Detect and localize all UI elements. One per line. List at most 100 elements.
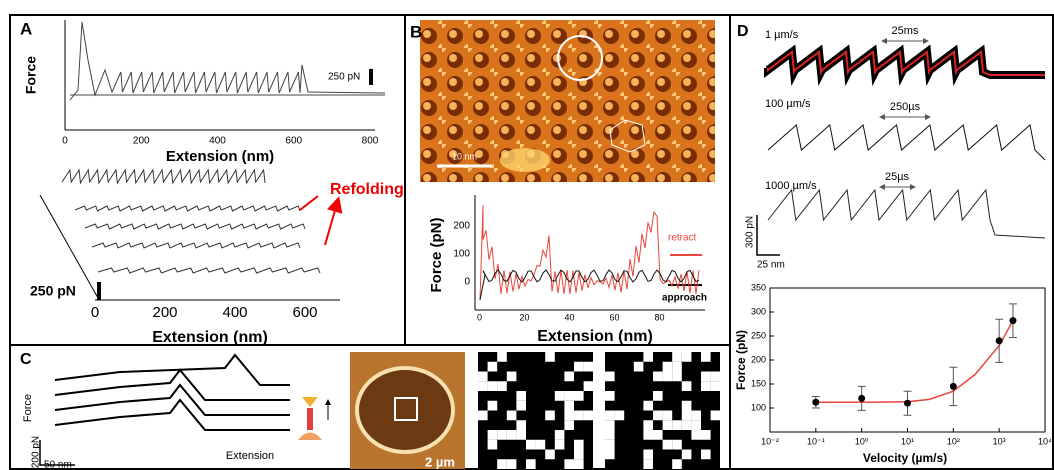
trace (92, 243, 300, 248)
scale-bar (97, 282, 101, 300)
pixel (663, 420, 673, 430)
pixel (653, 372, 663, 382)
pixel (478, 411, 488, 421)
pixel (691, 420, 701, 430)
pixel (545, 352, 555, 362)
panel-label: A (20, 19, 32, 38)
point (812, 399, 819, 406)
pixel (507, 411, 517, 421)
x-tick-label: 40 (564, 312, 574, 322)
pixel (507, 430, 517, 440)
y-tick-label: 100 (453, 249, 470, 260)
panel-label: B (410, 22, 422, 41)
pixel (564, 420, 574, 430)
pixel (574, 391, 584, 401)
page: A Force Extension (nm) 250 pN Refolding … (0, 0, 1054, 470)
pixel (653, 430, 663, 440)
pixel (574, 362, 584, 372)
time-label: 25µs (885, 171, 910, 183)
pixel (564, 372, 574, 382)
x-tick-label: 10⁰ (855, 436, 869, 446)
pixel (507, 372, 517, 382)
pixel (507, 459, 517, 469)
pixel (615, 411, 625, 421)
pixel (488, 362, 498, 372)
scale-bar-label: 10 nm (452, 151, 477, 161)
pixel (526, 440, 536, 450)
x-tick-label: 80 (654, 312, 664, 322)
pixel (605, 430, 615, 440)
panel-label: D (737, 23, 749, 40)
trace (75, 206, 300, 211)
trace (768, 125, 1045, 160)
pixel (663, 440, 673, 450)
trace-label: 1 µm/s (765, 29, 799, 41)
pixel (584, 411, 594, 421)
x-tick-label: 10² (947, 436, 960, 446)
pixel (701, 381, 711, 391)
y-label: Force (pN) (734, 330, 748, 390)
pixel (682, 352, 692, 362)
fit-line (816, 321, 1013, 403)
pixel (564, 401, 574, 411)
x-tick-label: 0 (477, 312, 482, 322)
pixel (643, 352, 653, 362)
pixel (701, 372, 711, 382)
y-tick-label: 100 (751, 402, 766, 412)
y-label: Force (pN) (428, 217, 445, 292)
pixel (478, 372, 488, 382)
point (858, 395, 865, 402)
pixel (672, 440, 682, 450)
pixel (672, 362, 682, 372)
scale-bar-label: 2 µm (425, 454, 455, 469)
pixel (653, 391, 663, 401)
panel-c: C Force 200 pN 50 nm Extension 2 µm (20, 351, 720, 470)
x-tick-label: 10⁻¹ (807, 436, 825, 446)
pixel (574, 459, 584, 469)
pixel (497, 459, 507, 469)
scale-bar (369, 69, 373, 85)
pixel (643, 459, 653, 469)
pixel (478, 381, 488, 391)
scale-bar-label: 300 pN (745, 216, 756, 248)
pixel (564, 411, 574, 421)
pixel (605, 411, 615, 421)
pixel (643, 420, 653, 430)
x-tick-label: 0 (91, 304, 99, 321)
pixel (497, 381, 507, 391)
pixel (497, 352, 507, 362)
trace (62, 170, 265, 183)
pixel (516, 420, 526, 430)
trace (480, 205, 699, 300)
pixel (564, 391, 574, 401)
trace (768, 190, 1045, 238)
pixel (711, 411, 721, 421)
pixel (555, 430, 565, 440)
pixel (526, 459, 536, 469)
legend-label: retract (668, 233, 697, 244)
panel-d: D 1 µm/s 25ms 100 µm/s 250µs 1000 µm/s 2… (734, 23, 1052, 465)
pixel (663, 372, 673, 382)
pixel (516, 401, 526, 411)
pixel (564, 459, 574, 469)
x-tick-label: 10⁴ (1038, 436, 1052, 446)
y-tick-label: 200 (453, 221, 470, 232)
x-tick-label: 10⁻² (761, 436, 779, 446)
x-tick-label: 600 (285, 136, 302, 147)
pixel (488, 381, 498, 391)
x-tick-label: 600 (292, 304, 317, 321)
pixel (488, 430, 498, 440)
scale-bar-label: 250 pN (328, 72, 360, 83)
image-spot (500, 148, 550, 172)
pixel (643, 450, 653, 460)
trace-label: 100 µm/s (765, 98, 811, 110)
x-label: Extension (nm) (166, 148, 274, 165)
time-label: 25ms (892, 25, 919, 37)
scale-bar-label: 250 pN (30, 283, 76, 299)
pixel (545, 411, 555, 421)
pixel (691, 411, 701, 421)
scale-bar-label: 200 pN (31, 436, 42, 468)
pixel (555, 391, 565, 401)
pixel (584, 381, 594, 391)
pixel (682, 450, 692, 460)
